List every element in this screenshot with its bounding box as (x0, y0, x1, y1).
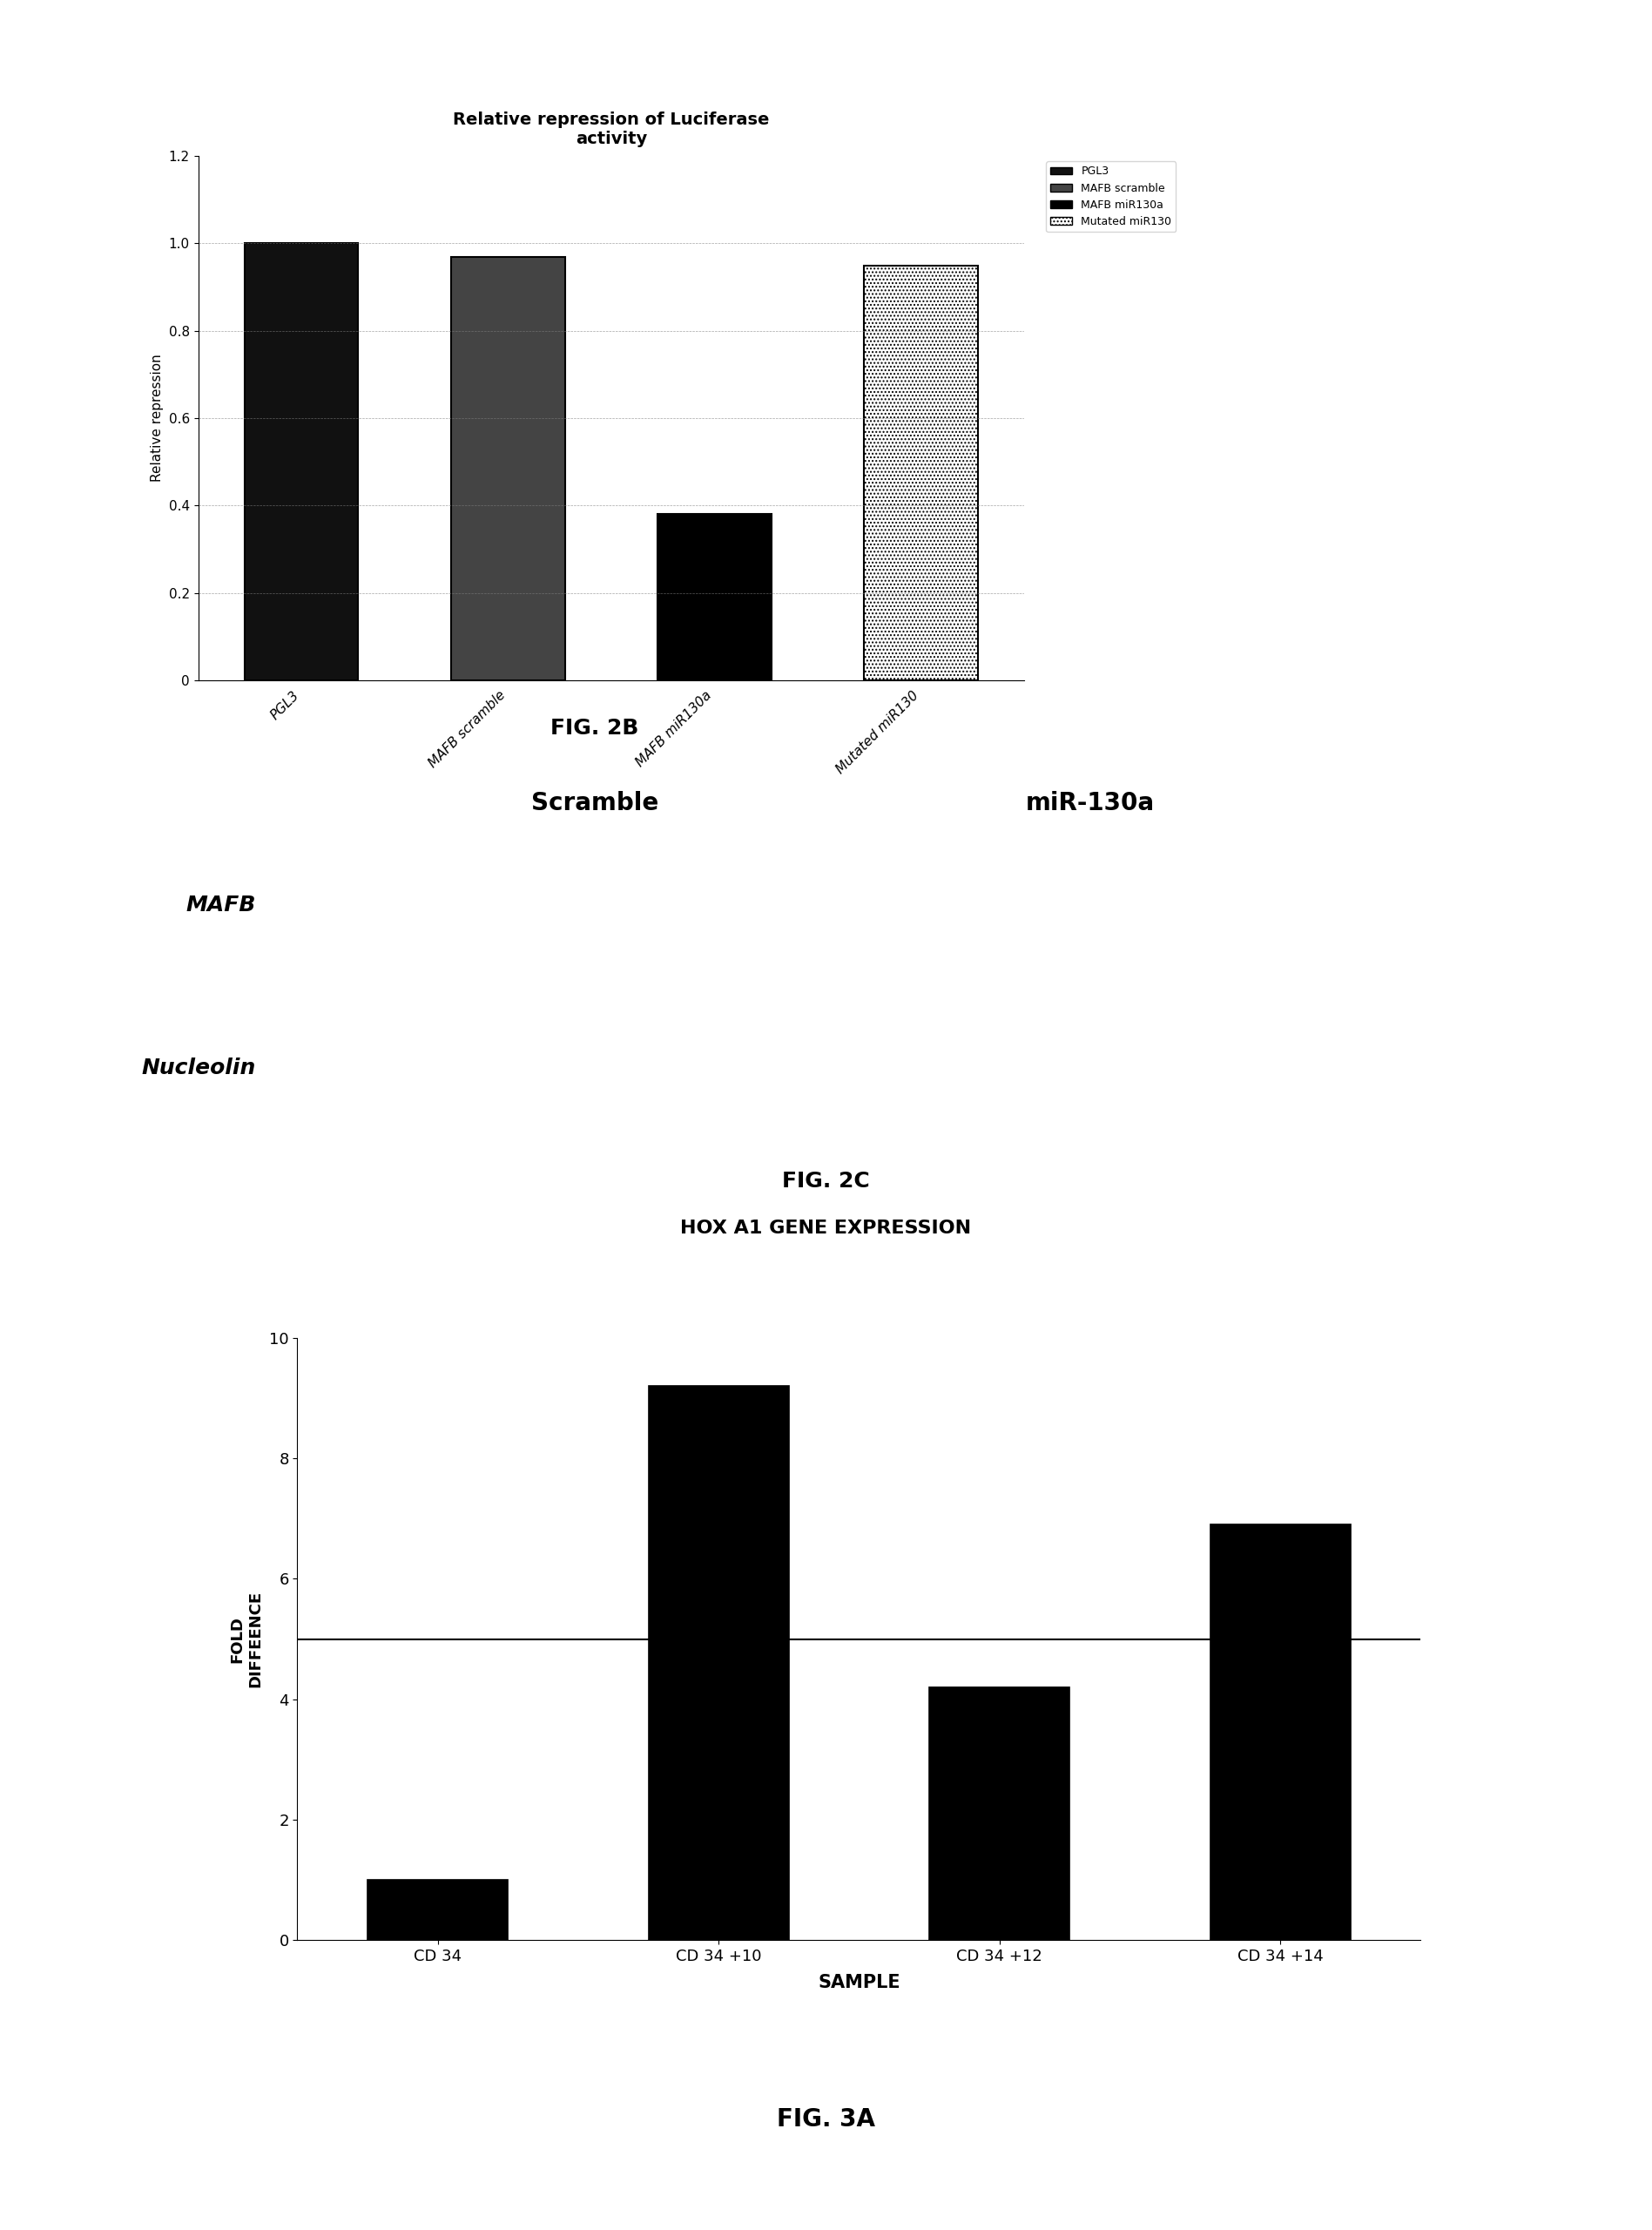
Y-axis label: Relative repression: Relative repression (150, 355, 164, 482)
Legend: PGL3, MAFB scramble, MAFB miR130a, Mutated miR130: PGL3, MAFB scramble, MAFB miR130a, Mutat… (1046, 161, 1176, 232)
Text: FIG. 2B: FIG. 2B (550, 718, 639, 738)
Bar (367, 1880, 509, 1940)
Text: FIG. 2C: FIG. 2C (781, 1171, 871, 1191)
Bar (451, 256, 565, 680)
Bar (657, 515, 771, 680)
X-axis label: SAMPLE: SAMPLE (818, 1974, 900, 1991)
Y-axis label: FOLD
DIFFEENCE: FOLD DIFFEENCE (230, 1590, 263, 1688)
Bar (648, 1387, 790, 1940)
Bar (244, 243, 358, 680)
Text: Scramble: Scramble (530, 792, 659, 814)
Bar (1209, 1525, 1351, 1940)
Bar (928, 1688, 1070, 1940)
Text: FIG. 3A: FIG. 3A (776, 2107, 876, 2132)
Text: MAFB: MAFB (187, 894, 256, 917)
Title: Relative repression of Luciferase
activity: Relative repression of Luciferase activi… (453, 112, 770, 147)
Text: miR-130a: miR-130a (1026, 792, 1155, 814)
Bar (864, 265, 978, 680)
Text: Nucleolin: Nucleolin (142, 1057, 256, 1079)
Text: HOX A1 GENE EXPRESSION: HOX A1 GENE EXPRESSION (681, 1220, 971, 1238)
